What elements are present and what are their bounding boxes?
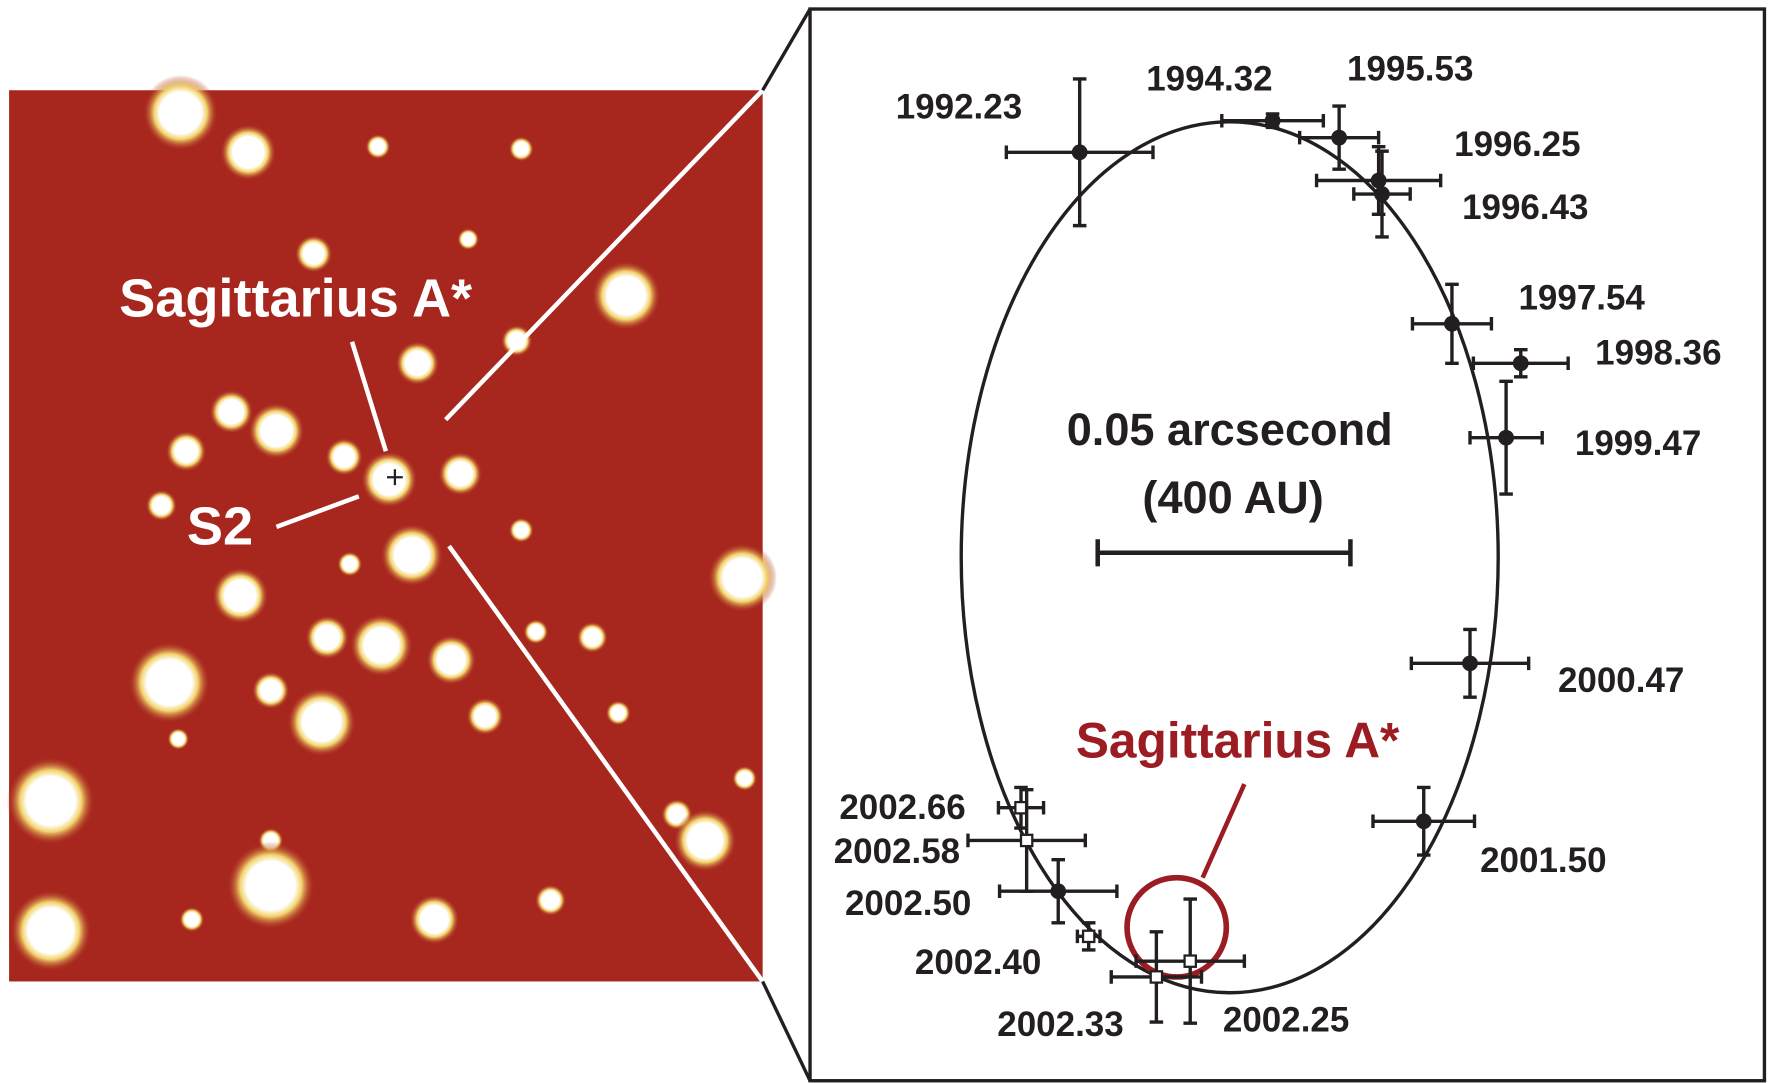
star	[145, 489, 178, 522]
s2-label: S2	[187, 497, 253, 557]
star	[142, 74, 219, 151]
point	[1081, 929, 1096, 944]
epoch-label: 1996.43	[1462, 188, 1588, 227]
point	[1019, 833, 1034, 848]
star	[508, 136, 534, 162]
sgr-label: Sagittarius A*	[1076, 713, 1400, 769]
sky-image	[9, 90, 763, 982]
star	[731, 765, 758, 792]
epoch-label: 2002.66	[839, 788, 965, 827]
star	[409, 894, 460, 945]
center-cross	[386, 469, 403, 486]
zoom-panel	[808, 7, 1767, 1083]
star	[325, 437, 364, 476]
star	[165, 430, 207, 472]
zoom-line	[444, 88, 765, 422]
star	[248, 402, 305, 460]
zoom-line	[447, 544, 765, 983]
star	[6, 756, 96, 846]
epoch-label: 2000.47	[1558, 661, 1684, 700]
point	[1415, 813, 1432, 830]
star	[438, 451, 483, 496]
star	[294, 234, 333, 273]
epoch-label: 2002.33	[997, 1005, 1123, 1044]
star	[605, 700, 631, 726]
star	[500, 324, 533, 357]
star	[305, 615, 350, 660]
star	[707, 542, 778, 613]
pointer	[349, 341, 389, 452]
epoch-label: 1995.53	[1347, 49, 1473, 88]
pointer	[275, 494, 360, 529]
star-field	[6, 74, 778, 972]
zoom-line	[761, 8, 812, 92]
star	[365, 134, 391, 160]
star	[167, 727, 190, 750]
pointer	[1200, 783, 1247, 879]
star	[523, 619, 549, 645]
scale-bar	[1095, 539, 1353, 567]
star	[251, 671, 290, 710]
epoch-label: 2002.40	[915, 943, 1041, 982]
scale-label: (400 AU)	[1142, 472, 1323, 523]
star	[534, 884, 567, 917]
point	[1462, 655, 1478, 672]
point	[1183, 954, 1197, 968]
star	[360, 451, 418, 508]
star	[395, 341, 440, 386]
star	[128, 641, 211, 724]
star	[576, 621, 609, 654]
epoch-label: 2002.25	[1223, 1000, 1349, 1039]
point	[1331, 129, 1348, 146]
epoch-label: 1996.25	[1454, 125, 1580, 164]
star	[9, 889, 92, 972]
star	[673, 808, 737, 873]
orbit-points: 1992.23 1994.32 1995.53 1996.25 1996.43 1997.…	[834, 49, 1722, 1044]
star	[179, 906, 205, 933]
epoch-label: 1992.23	[896, 88, 1022, 127]
epoch-label: 2001.50	[1480, 841, 1606, 880]
star	[286, 687, 357, 757]
star	[349, 613, 413, 677]
point	[1149, 970, 1164, 984]
star	[219, 123, 277, 181]
epoch-label: 2002.50	[845, 884, 971, 923]
point	[1071, 144, 1088, 161]
scale-label: 0.05 arcsecond	[1067, 404, 1393, 455]
star	[466, 697, 505, 736]
epoch-label: 1998.36	[1595, 334, 1721, 373]
epoch-label: 2002.58	[834, 832, 960, 871]
star	[211, 567, 269, 625]
star	[337, 551, 363, 577]
point	[1512, 355, 1529, 372]
star	[508, 517, 534, 543]
star	[380, 523, 444, 587]
point	[1498, 429, 1514, 446]
point	[1444, 315, 1460, 332]
point	[1370, 172, 1387, 189]
star	[209, 389, 254, 434]
epoch-label: 1999.47	[1575, 424, 1701, 463]
star	[457, 228, 480, 251]
star	[226, 841, 316, 930]
star	[591, 260, 661, 331]
epoch-label: 1994.32	[1146, 59, 1272, 98]
point	[1264, 112, 1281, 129]
point	[1374, 186, 1390, 202]
sgr-label: Sagittarius A*	[119, 269, 473, 329]
epoch-label: 1997.54	[1518, 278, 1645, 317]
point	[1050, 883, 1067, 900]
zoom-line	[761, 980, 812, 1082]
star	[426, 634, 477, 686]
